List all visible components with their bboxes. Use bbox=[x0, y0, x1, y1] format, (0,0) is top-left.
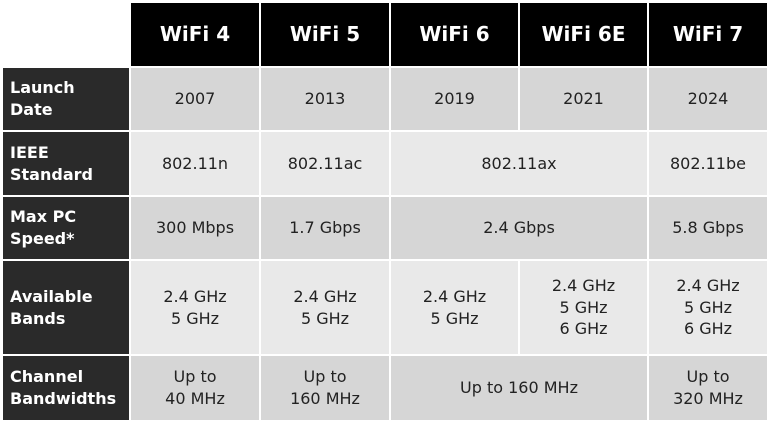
cell: 802.11be bbox=[649, 132, 767, 195]
cell: 2007 bbox=[131, 68, 259, 130]
cell: 2.4 GHz 5 GHz 6 GHz bbox=[520, 261, 647, 354]
cell: Up to 160 MHz bbox=[391, 356, 647, 420]
row-header: Launch Date bbox=[3, 68, 129, 130]
cell: 802.11ax bbox=[391, 132, 647, 195]
row-header: IEEE Standard bbox=[3, 132, 129, 195]
cell: 802.11ac bbox=[261, 132, 389, 195]
cell: 5.8 Gbps bbox=[649, 197, 767, 259]
cell: 2.4 Gbps bbox=[391, 197, 647, 259]
row-header: Available Bands bbox=[3, 261, 129, 354]
row-header: Max PC Speed* bbox=[3, 197, 129, 259]
cell: 2024 bbox=[649, 68, 767, 130]
cell: 2.4 GHz 5 GHz bbox=[391, 261, 518, 354]
cell: Up to 160 MHz bbox=[261, 356, 389, 420]
column-header: WiFi 4 bbox=[131, 3, 259, 66]
column-header: WiFi 6 bbox=[391, 3, 518, 66]
cell: 2.4 GHz 5 GHz bbox=[131, 261, 259, 354]
column-header: WiFi 7 bbox=[649, 3, 767, 66]
column-header: WiFi 5 bbox=[261, 3, 389, 66]
cell: 2.4 GHz 5 GHz 6 GHz bbox=[649, 261, 767, 354]
cell: Up to 40 MHz bbox=[131, 356, 259, 420]
column-header: WiFi 6E bbox=[520, 3, 647, 66]
cell: 2.4 GHz 5 GHz bbox=[261, 261, 389, 354]
cell: 2019 bbox=[391, 68, 518, 130]
cell: 300 Mbps bbox=[131, 197, 259, 259]
cell: 2013 bbox=[261, 68, 389, 130]
cell: Up to 320 MHz bbox=[649, 356, 767, 420]
cell: 1.7 Gbps bbox=[261, 197, 389, 259]
cell: 2021 bbox=[520, 68, 647, 130]
corner bbox=[3, 3, 129, 66]
row-header: Channel Bandwidths bbox=[3, 356, 129, 420]
cell: 802.11n bbox=[131, 132, 259, 195]
